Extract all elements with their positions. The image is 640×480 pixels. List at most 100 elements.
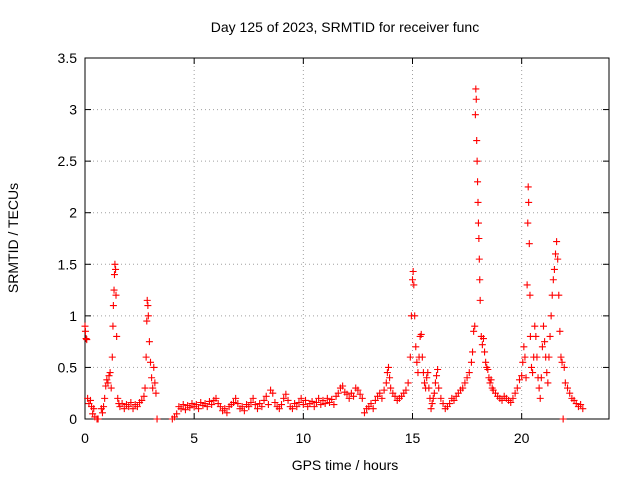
data-point	[470, 327, 478, 335]
data-point	[474, 178, 482, 186]
data-point	[229, 398, 237, 406]
data-point	[112, 265, 120, 273]
data-point	[114, 394, 122, 402]
data-point	[350, 392, 358, 400]
data-point	[545, 353, 553, 361]
data-point	[100, 403, 108, 411]
data-point	[511, 389, 519, 397]
data-point	[507, 398, 515, 406]
data-point	[526, 291, 534, 299]
data-point	[212, 394, 220, 402]
data-point	[299, 401, 307, 409]
data-point	[479, 335, 487, 343]
data-point	[147, 358, 154, 366]
y-axis-label: SRMTID / TECUs	[5, 183, 21, 293]
y-tick-label: 2	[69, 205, 77, 221]
data-point	[478, 341, 486, 349]
data-point	[424, 369, 432, 377]
data-point	[421, 379, 429, 387]
data-point	[308, 397, 316, 405]
data-point	[550, 265, 558, 273]
data-point	[435, 384, 443, 392]
data-point	[524, 183, 532, 191]
data-point	[150, 363, 158, 371]
data-point	[428, 400, 436, 408]
data-point	[498, 396, 506, 404]
data-point	[339, 382, 347, 390]
data-point	[240, 407, 248, 415]
data-point	[554, 255, 562, 263]
data-point	[469, 348, 477, 356]
data-point	[476, 276, 484, 284]
data-point	[297, 394, 305, 402]
data-point	[262, 392, 270, 400]
data-point	[94, 415, 102, 423]
data-point	[110, 271, 118, 279]
data-point	[216, 403, 224, 411]
data-point	[111, 260, 119, 268]
y-tick-label: 1	[69, 308, 77, 324]
y-tick-label: 3.5	[58, 50, 78, 66]
y-tick-label: 3	[69, 102, 77, 118]
data-point	[275, 405, 283, 413]
data-point	[334, 389, 342, 397]
data-point	[411, 312, 419, 320]
data-point	[535, 384, 543, 392]
data-point	[434, 365, 442, 373]
data-point	[509, 394, 517, 402]
x-tick-label: 0	[81, 430, 89, 446]
data-point	[560, 363, 568, 371]
data-point	[101, 394, 109, 402]
data-point	[461, 379, 469, 387]
data-point	[253, 405, 261, 413]
data-point	[409, 268, 417, 276]
data-point	[138, 396, 146, 404]
data-point	[430, 389, 438, 397]
data-point	[481, 348, 489, 356]
data-point	[391, 392, 399, 400]
data-point	[109, 322, 117, 330]
data-point	[120, 405, 128, 413]
data-point	[383, 369, 391, 377]
data-point	[537, 374, 545, 382]
data-point	[579, 405, 587, 413]
data-point	[133, 403, 141, 411]
data-point	[90, 405, 98, 413]
data-point	[153, 415, 161, 423]
data-point	[295, 398, 303, 406]
data-point	[310, 403, 318, 411]
data-point	[525, 198, 533, 206]
data-point	[328, 395, 336, 403]
data-point	[473, 157, 481, 165]
data-point	[387, 384, 395, 392]
data-point	[356, 390, 364, 398]
data-point	[459, 384, 467, 392]
data-point	[559, 415, 567, 423]
data-point	[223, 409, 231, 417]
data-point	[104, 379, 112, 387]
data-point	[437, 394, 445, 402]
data-point	[558, 358, 566, 366]
data-point	[404, 379, 412, 387]
data-point	[140, 392, 148, 400]
data-point	[522, 374, 530, 382]
data-point	[548, 291, 556, 299]
data-point	[425, 384, 433, 392]
data-point	[556, 327, 564, 335]
data-point	[141, 384, 149, 392]
data-point	[354, 386, 362, 394]
data-point	[378, 394, 386, 402]
data-point	[472, 85, 480, 93]
data-points	[81, 85, 587, 423]
data-point	[113, 332, 121, 340]
data-point	[413, 358, 421, 366]
data-point	[234, 400, 242, 408]
x-axis-label: GPS time / hours	[292, 457, 399, 473]
data-point	[536, 394, 544, 402]
data-point	[149, 384, 157, 392]
data-point	[529, 369, 537, 377]
data-point	[552, 250, 560, 258]
data-point	[523, 281, 531, 289]
data-point	[249, 394, 257, 402]
